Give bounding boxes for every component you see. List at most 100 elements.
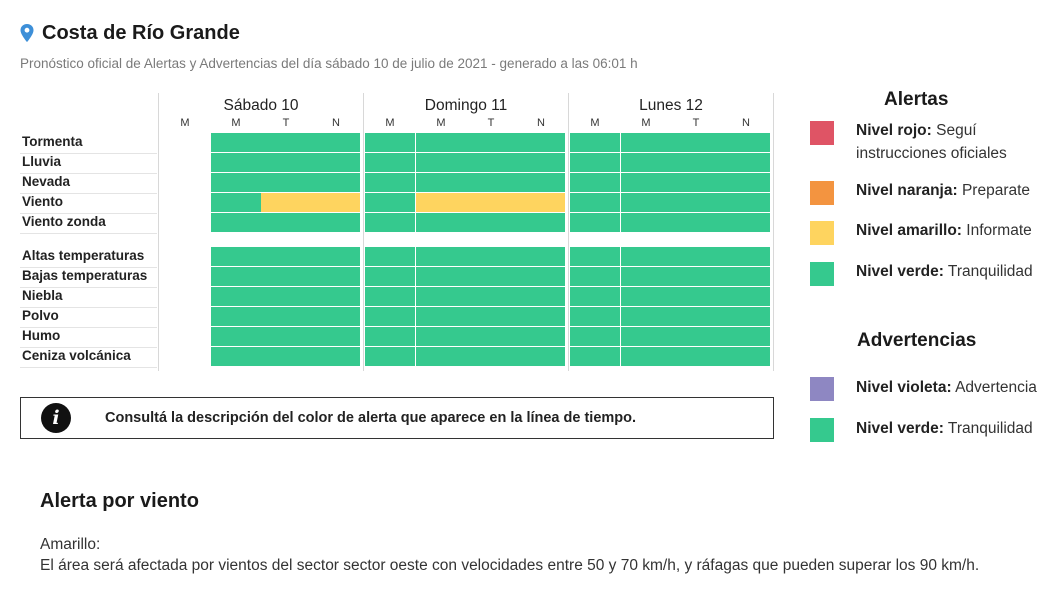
timeline-cell [721, 307, 770, 326]
timeline-cell [516, 173, 565, 192]
timeline-cell [570, 213, 620, 232]
legend-desc: Tranquilidad [947, 263, 1033, 280]
timeline-cell [211, 327, 261, 346]
row-label: Lluvia [22, 154, 62, 169]
timeline-cell [721, 153, 770, 172]
timeline-cell [365, 287, 415, 306]
period-label: M [641, 117, 651, 129]
timeline-cell [466, 267, 516, 286]
timeline-cell [211, 287, 261, 306]
day-header: Lunes 12 [639, 97, 703, 114]
timeline-cell [211, 247, 261, 266]
timeline-cell [466, 307, 516, 326]
row-label: Tormenta [22, 134, 83, 149]
timeline-cell [365, 133, 415, 152]
timeline-cell [671, 327, 721, 346]
period-label: N [537, 117, 545, 129]
legend-name: Nivel verde: [856, 263, 944, 280]
period-label: M [590, 117, 600, 129]
timeline-cell [416, 327, 466, 346]
timeline-cell [211, 307, 261, 326]
timeline-cell [261, 153, 311, 172]
timeline-cell [570, 193, 620, 212]
period-label: T [282, 117, 290, 129]
info-notice-text: Consultá la descripción del color de ale… [105, 410, 637, 426]
timeline-cell [261, 213, 311, 232]
timeline-cell [621, 247, 671, 266]
legend-swatch-amarillo [810, 221, 834, 245]
day-divider [363, 93, 364, 371]
timeline-cell [211, 153, 261, 172]
row-separator [20, 153, 157, 154]
timeline-cell [466, 347, 516, 366]
timeline-cell [466, 153, 516, 172]
legend-desc: Preparate [961, 182, 1031, 199]
row-separator [20, 213, 157, 214]
timeline-cell [365, 153, 415, 172]
timeline-cell [416, 133, 466, 152]
timeline-cell [721, 173, 770, 192]
legend-name: Nivel amarillo: [856, 222, 962, 239]
timeline-cell [621, 347, 671, 366]
row-separator [20, 307, 157, 308]
legend-advertencias-title: Advertencias [857, 330, 977, 351]
timeline-cell [261, 287, 311, 306]
timeline-cell [671, 247, 721, 266]
row-label: Ceniza volcánica [22, 348, 131, 363]
period-label: M [231, 117, 241, 129]
timeline-cell [416, 213, 466, 232]
row-separator [20, 267, 157, 268]
period-label: M [436, 117, 446, 129]
timeline-cell [570, 133, 620, 152]
day-header: Sábado 10 [223, 97, 299, 114]
timeline-cell [621, 193, 671, 212]
period-label: N [742, 117, 750, 129]
legend-desc: Tranquilidad [947, 420, 1033, 437]
legend-swatch-rojo [810, 121, 834, 145]
timeline-cell [570, 307, 620, 326]
row-separator [20, 347, 157, 348]
legend-item-rojo: Nivel rojo: Seguí instrucciones oficiale… [856, 119, 1056, 165]
timeline-cell [721, 347, 770, 366]
timeline-cell [261, 247, 311, 266]
period-label: M [180, 117, 190, 129]
row-label: Humo [22, 328, 61, 343]
timeline-cell [311, 193, 360, 212]
timeline-cell [365, 347, 415, 366]
legend-swatch-violeta [810, 377, 834, 401]
legend-desc: Informate [966, 222, 1032, 239]
row-separator [20, 367, 157, 368]
timeline-cell [261, 173, 311, 192]
timeline-cell [621, 327, 671, 346]
timeline-cell [671, 193, 721, 212]
timeline-cell [261, 307, 311, 326]
timeline-cell [311, 287, 360, 306]
timeline-cell [311, 153, 360, 172]
legend-item-violeta: Nivel violeta: Advertencia [856, 376, 1056, 399]
timeline-cell [721, 193, 770, 212]
timeline-cell [311, 133, 360, 152]
legend-item-amarillo: Nivel amarillo: Informate [856, 219, 1056, 242]
timeline-cell [211, 193, 261, 212]
info-notice: i Consultá la descripción del color de a… [20, 397, 774, 439]
row-separator [20, 287, 157, 288]
timeline-cell [671, 347, 721, 366]
timeline-cell [466, 327, 516, 346]
location-pin-icon [20, 24, 34, 42]
timeline-cell [570, 173, 620, 192]
timeline-cell [621, 133, 671, 152]
legend-name: Nivel rojo: [856, 122, 932, 139]
timeline-cell [621, 153, 671, 172]
timeline-cell [416, 153, 466, 172]
legend-swatch-verde-adv [810, 418, 834, 442]
timeline-cell [621, 173, 671, 192]
timeline-cell [211, 173, 261, 192]
page-subtitle: Pronóstico oficial de Alertas y Adverten… [20, 56, 638, 71]
day-divider [773, 93, 774, 371]
timeline-cell [721, 287, 770, 306]
timeline-cell [211, 213, 261, 232]
timeline-cell [416, 307, 466, 326]
legend-name: Nivel naranja: [856, 182, 958, 199]
day-divider [568, 93, 569, 371]
detail-text: El área será afectada por vientos del se… [40, 557, 980, 574]
